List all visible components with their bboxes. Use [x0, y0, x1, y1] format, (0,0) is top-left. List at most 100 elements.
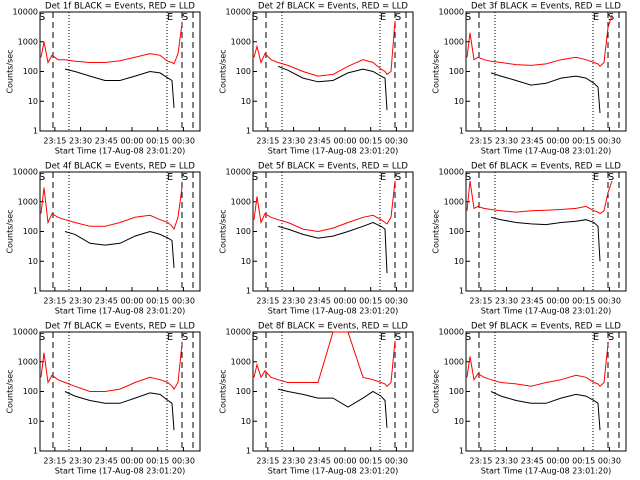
panel: Det 1f BLACK = Events, RED = LLD Start Ti…	[6, 2, 201, 156]
annotation: E	[167, 12, 173, 23]
x-tick-label: 23:15	[469, 457, 492, 466]
y-tick-label: 1000	[231, 37, 251, 46]
plot-frame	[252, 11, 414, 132]
y-tick-label: 1000	[444, 357, 464, 366]
y-axis-label: Counts/sec	[432, 369, 441, 413]
series-line	[466, 14, 613, 68]
series-line	[490, 216, 601, 262]
annotation: E	[380, 332, 386, 343]
y-tick-label: 100	[23, 227, 38, 236]
plot-frame	[465, 11, 627, 132]
annotation: S	[395, 12, 401, 23]
x-tick-label: 00:00	[333, 457, 356, 466]
x-tick-label: 23:15	[469, 137, 492, 146]
y-tick-label: 10	[454, 257, 464, 266]
x-axis-label: Start Time (17-Aug-08 23:01:20)	[481, 467, 612, 476]
y-tick-label: 100	[23, 387, 38, 396]
y-axis-label: Counts/sec	[432, 49, 441, 93]
x-tick-label: 00:15	[146, 457, 169, 466]
y-axis-label: Counts/sec	[6, 209, 15, 253]
x-tick-label: 23:15	[256, 297, 279, 306]
annotation: S	[395, 332, 401, 343]
y-tick-label: 100	[23, 67, 38, 76]
panel: Det 6f BLACK = Events, RED = LLD Start Ti…	[432, 162, 627, 316]
x-tick-label: 00:00	[546, 137, 569, 146]
annotation: S	[465, 12, 471, 23]
plot-frame	[252, 331, 414, 452]
series-line	[253, 180, 396, 233]
y-tick-label: 1000	[18, 357, 38, 366]
y-tick-label: 10000	[13, 168, 38, 177]
chart-title: Det 3f BLACK = Events, RED = LLD	[471, 2, 621, 12]
y-tick-label: 1000	[18, 37, 38, 46]
annotation: S	[39, 172, 45, 183]
y-tick-label: 10000	[226, 8, 251, 17]
series-line	[490, 72, 601, 114]
x-tick-label: 23:15	[469, 297, 492, 306]
x-tick-label: 00:00	[546, 457, 569, 466]
x-tick-label: 23:15	[43, 457, 66, 466]
y-tick-label: 10	[28, 417, 38, 426]
y-tick-label: 10000	[13, 8, 38, 17]
x-tick-label: 00:30	[172, 297, 195, 306]
x-tick-label: 00:15	[359, 457, 382, 466]
x-tick-label: 23:45	[308, 457, 331, 466]
plot-frame	[252, 171, 414, 292]
x-tick-label: 00:15	[146, 297, 169, 306]
y-tick-label: 1	[459, 287, 464, 296]
series-line	[466, 343, 609, 388]
x-tick-label: 23:30	[69, 457, 92, 466]
annotation: S	[608, 332, 614, 343]
y-axis-label: Counts/sec	[219, 369, 228, 413]
series-line	[466, 180, 613, 215]
y-tick-label: 100	[449, 387, 464, 396]
y-tick-label: 1000	[444, 37, 464, 46]
chart-title: Det 4f BLACK = Events, RED = LLD	[45, 162, 195, 172]
x-tick-label: 00:15	[359, 297, 382, 306]
y-tick-label: 100	[449, 227, 464, 236]
annotation: S	[182, 172, 188, 183]
x-tick-label: 00:30	[598, 137, 621, 146]
series-line	[40, 23, 183, 65]
annotation: E	[167, 332, 173, 343]
y-tick-label: 10000	[439, 328, 464, 337]
x-tick-label: 00:30	[598, 297, 621, 306]
x-tick-label: 00:30	[385, 137, 408, 146]
y-tick-label: 10	[28, 97, 38, 106]
x-tick-label: 00:15	[359, 137, 382, 146]
x-tick-label: 00:15	[146, 137, 169, 146]
x-tick-label: 23:45	[521, 297, 544, 306]
x-tick-label: 00:30	[172, 137, 195, 146]
y-tick-label: 100	[236, 387, 251, 396]
panel: Det 3f BLACK = Events, RED = LLD Start Ti…	[432, 2, 627, 156]
series-line	[40, 343, 183, 392]
annotation: S	[465, 172, 471, 183]
y-tick-label: 10	[454, 97, 464, 106]
y-tick-label: 1000	[231, 357, 251, 366]
annotation: S	[39, 12, 45, 23]
annotation: S	[252, 332, 258, 343]
x-tick-label: 00:00	[120, 457, 143, 466]
y-axis-label: Counts/sec	[6, 369, 15, 413]
x-tick-label: 00:00	[333, 297, 356, 306]
x-tick-label: 23:30	[282, 137, 305, 146]
annotation: E	[593, 332, 599, 343]
panel: Det 4f BLACK = Events, RED = LLD Start Ti…	[6, 162, 201, 316]
series-line	[253, 331, 396, 388]
annotation: E	[380, 172, 386, 183]
panel: Det 7f BLACK = Events, RED = LLD Start Ti…	[6, 322, 201, 476]
x-tick-label: 23:30	[69, 137, 92, 146]
annotation: E	[167, 172, 173, 183]
annotation: S	[465, 332, 471, 343]
x-tick-label: 23:45	[521, 137, 544, 146]
y-tick-label: 10000	[226, 168, 251, 177]
y-tick-label: 100	[449, 67, 464, 76]
y-tick-label: 1000	[444, 197, 464, 206]
annotation: S	[608, 172, 614, 183]
x-tick-label: 23:45	[95, 457, 118, 466]
y-axis-label: Counts/sec	[6, 49, 15, 93]
x-tick-label: 23:45	[308, 137, 331, 146]
annotation: E	[593, 172, 599, 183]
panel: Det 9f BLACK = Events, RED = LLD Start Ti…	[432, 322, 627, 476]
